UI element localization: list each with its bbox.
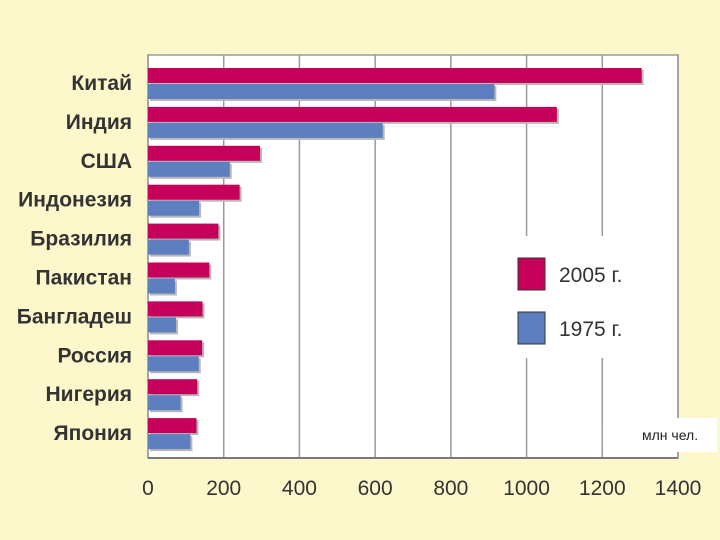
bar-2005 xyxy=(148,301,203,317)
category-label: Япония xyxy=(54,422,132,445)
unit-label: млн чел. xyxy=(642,427,698,443)
x-tick-labels: 0 200 400 600 800 1000 1200 1400 xyxy=(142,477,701,500)
bar-2005 xyxy=(148,262,210,278)
bar-1975 xyxy=(148,161,230,177)
legend-swatch-2005 xyxy=(517,257,546,291)
legend: 2005 г. 1975 г. xyxy=(503,236,677,358)
bar-2005 xyxy=(148,379,198,395)
bar-1975 xyxy=(148,278,175,294)
category-label: Бангладеш xyxy=(17,305,132,328)
x-tick-label: 1000 xyxy=(503,477,550,500)
category-label: Пакистан xyxy=(35,267,132,290)
bar-2005 xyxy=(148,418,197,434)
bar-2005 xyxy=(148,68,642,83)
category-label: Индонезия xyxy=(18,189,132,212)
legend-swatch-1975 xyxy=(517,311,546,345)
category-label: Россия xyxy=(57,344,132,367)
bar-2005 xyxy=(148,340,203,356)
bar-1975 xyxy=(148,356,199,372)
bar-1975 xyxy=(148,317,177,333)
x-tick-label: 400 xyxy=(282,477,317,500)
category-label: Китай xyxy=(71,72,132,95)
x-tick-label: 1200 xyxy=(579,477,626,500)
category-label: Индия xyxy=(66,111,132,134)
x-tick-label: 600 xyxy=(358,477,393,500)
legend-label: 1975 г. xyxy=(559,318,622,341)
category-labels: Китай Индия США Индонезия Бразилия Пакистан Ба… xyxy=(17,72,132,445)
x-tick-label: 1400 xyxy=(655,477,702,500)
x-tick-label: 800 xyxy=(433,477,468,500)
bar-1975 xyxy=(148,84,495,99)
unit-label-background xyxy=(603,418,717,452)
bar-1975 xyxy=(148,434,191,450)
bar-1975 xyxy=(148,200,200,216)
x-tick-label: 200 xyxy=(206,477,241,500)
bar-1975 xyxy=(148,122,383,138)
category-label: США xyxy=(81,150,132,173)
bar-1975 xyxy=(148,239,189,255)
bar-2005 xyxy=(148,223,219,239)
bars xyxy=(148,68,644,452)
legend-label: 2005 г. xyxy=(559,264,622,287)
category-label: Нигерия xyxy=(46,383,133,406)
bar-2005 xyxy=(148,184,240,200)
bar-2005 xyxy=(148,106,557,122)
x-tick-label: 0 xyxy=(142,477,154,500)
bar-1975 xyxy=(148,395,181,411)
category-label: Бразилия xyxy=(30,228,132,251)
bar-2005 xyxy=(148,145,261,161)
